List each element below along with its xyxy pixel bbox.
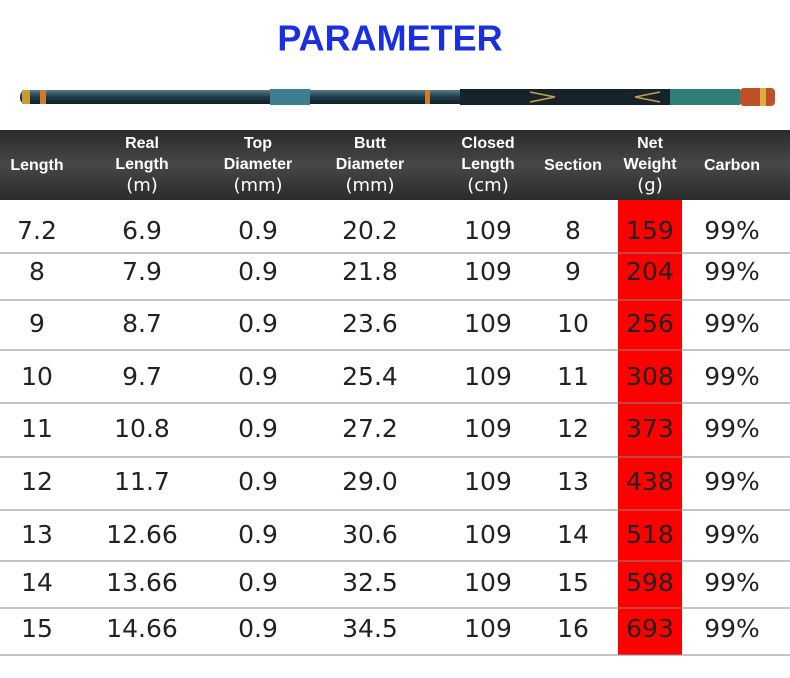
cell: 99% xyxy=(704,216,760,245)
cell: 10 xyxy=(21,362,53,391)
cell: 99% xyxy=(704,467,760,496)
cell: 109 xyxy=(464,568,512,597)
cell: 11 xyxy=(21,414,53,443)
header-cell: Top xyxy=(244,135,272,152)
cell: 0.9 xyxy=(238,520,278,549)
header-cell: Diameter xyxy=(224,156,292,173)
cell: 12.66 xyxy=(106,520,178,549)
cell: 0.9 xyxy=(238,568,278,597)
cell: 8.7 xyxy=(122,309,162,338)
cell: 7.2 xyxy=(17,216,57,245)
table: Length Real Length (m) Top Diameter (mm) Butt Di… xyxy=(0,135,790,656)
header-cell: Diameter xyxy=(336,156,404,173)
header-cell: Real xyxy=(125,135,159,152)
cell: 373 xyxy=(626,414,674,443)
header-cell: Butt xyxy=(354,135,387,152)
cell: 9.7 xyxy=(122,362,162,391)
cell: 109 xyxy=(464,257,512,286)
cell: 0.9 xyxy=(238,614,278,643)
cell: 99% xyxy=(704,257,760,286)
header-band xyxy=(0,130,790,200)
cell: 12 xyxy=(557,414,589,443)
cell: 27.2 xyxy=(342,414,398,443)
cell: 14 xyxy=(557,520,589,549)
cell: 21.8 xyxy=(342,257,398,286)
header-cell: Weight xyxy=(623,156,677,173)
cell: 109 xyxy=(464,467,512,496)
cell: 518 xyxy=(626,520,674,549)
cell: 0.9 xyxy=(238,362,278,391)
cell: 99% xyxy=(704,362,760,391)
cell: 6.9 xyxy=(122,216,162,245)
cell: 11 xyxy=(557,362,589,391)
header-cell: Length xyxy=(115,156,168,173)
cell: 0.9 xyxy=(238,467,278,496)
cell: 25.4 xyxy=(342,362,398,391)
cell: 13 xyxy=(557,467,589,496)
cell: 8 xyxy=(29,257,45,286)
cell: 109 xyxy=(464,414,512,443)
cell: 29.0 xyxy=(342,467,398,496)
cell: 0.9 xyxy=(238,309,278,338)
header-cell: Section xyxy=(544,157,602,174)
cell: 0.9 xyxy=(238,257,278,286)
cell: 34.5 xyxy=(342,614,398,643)
cell: 14 xyxy=(21,568,53,597)
cell: 99% xyxy=(704,520,760,549)
cell: 204 xyxy=(626,257,674,286)
header-cell: Net xyxy=(637,135,663,152)
header-cell: Length xyxy=(10,157,63,174)
cell: 32.5 xyxy=(342,568,398,597)
cell: 109 xyxy=(464,614,512,643)
header-cell: (g) xyxy=(637,175,662,196)
cell: 598 xyxy=(626,568,674,597)
cell: 20.2 xyxy=(342,216,398,245)
header-cell: (mm) xyxy=(345,175,394,196)
cell: 109 xyxy=(464,362,512,391)
cell: 438 xyxy=(626,467,674,496)
header-cell: (m) xyxy=(126,175,158,196)
cell: 7.9 xyxy=(122,257,162,286)
cell: 159 xyxy=(626,216,674,245)
cell: 308 xyxy=(626,362,674,391)
cell: 109 xyxy=(464,216,512,245)
header-cell: (mm) xyxy=(233,175,282,196)
cell: 99% xyxy=(704,414,760,443)
highlight-column xyxy=(618,200,682,655)
cell: 9 xyxy=(565,257,581,286)
cell: 8 xyxy=(565,216,581,245)
header-cell: Length xyxy=(461,156,514,173)
cell: 693 xyxy=(626,614,674,643)
cell: 10.8 xyxy=(114,414,170,443)
header-cell: Closed xyxy=(461,135,514,152)
cell: 11.7 xyxy=(114,467,170,496)
header-cell: Carbon xyxy=(704,157,760,174)
cell: 13.66 xyxy=(106,568,178,597)
cell: 23.6 xyxy=(342,309,398,338)
cell: 16 xyxy=(557,614,589,643)
cell: 13 xyxy=(21,520,53,549)
header-cell: (cm) xyxy=(467,175,508,196)
cell: 12 xyxy=(21,467,53,496)
cell: 99% xyxy=(704,568,760,597)
cell: 15 xyxy=(21,614,53,643)
cell: 99% xyxy=(704,614,760,643)
cell: 0.9 xyxy=(238,216,278,245)
cell: 14.66 xyxy=(106,614,178,643)
cell: 109 xyxy=(464,520,512,549)
cell: 256 xyxy=(626,309,674,338)
cell: 30.6 xyxy=(342,520,398,549)
title: PARAMETER xyxy=(277,18,502,59)
cell: 10 xyxy=(557,309,589,338)
cell: 109 xyxy=(464,309,512,338)
rod-image xyxy=(20,88,775,106)
cell: 9 xyxy=(29,309,45,338)
cell: 0.9 xyxy=(238,414,278,443)
cell: 99% xyxy=(704,309,760,338)
cell: 15 xyxy=(557,568,589,597)
